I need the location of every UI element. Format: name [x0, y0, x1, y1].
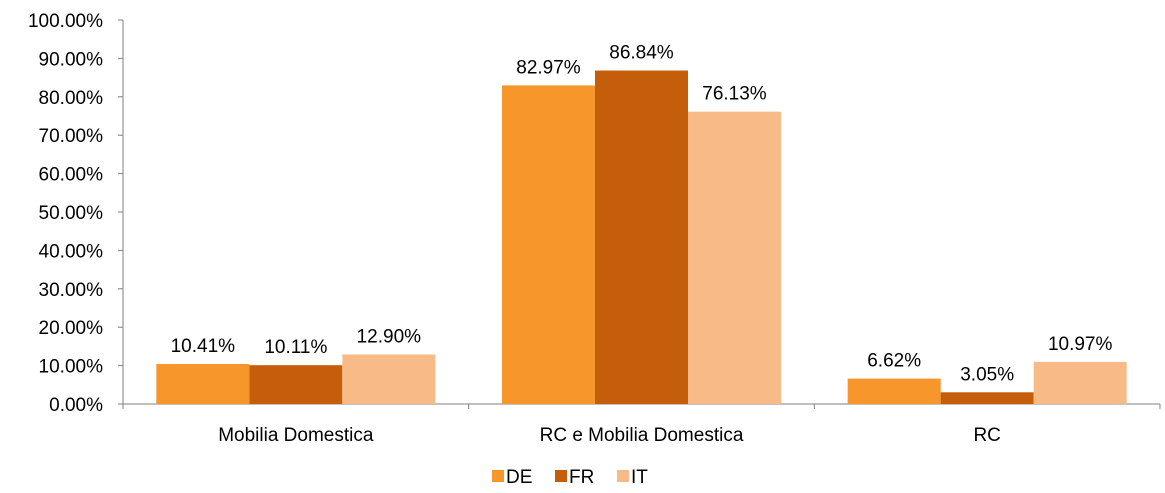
data-label: 3.05%: [960, 364, 1014, 385]
y-tick-label: 10.00%: [39, 357, 104, 378]
bar-fr: [595, 70, 688, 405]
bar-de: [847, 378, 941, 404]
data-labels: 10.41% 10.11% 12.90% 82.97% 86.84% 76.13% 6.62…: [171, 43, 1113, 386]
bar-fr: [249, 365, 343, 404]
y-tick-label: 30.00%: [39, 280, 104, 301]
bar-it: [688, 111, 781, 404]
legend-label: IT: [631, 467, 648, 488]
data-label: 6.62%: [867, 351, 921, 372]
bar-de: [502, 85, 595, 404]
y-tick-label: 100.00%: [28, 11, 103, 32]
y-tick-label: 0.00%: [49, 395, 103, 416]
y-tick-label: 20.00%: [39, 318, 104, 339]
bar-it: [1033, 361, 1127, 404]
data-label: 76.13%: [702, 84, 767, 105]
y-tick-label: 90.00%: [39, 49, 104, 70]
data-label: 86.84%: [609, 43, 674, 64]
legend-label: FR: [569, 467, 594, 488]
bars: [156, 70, 1127, 405]
legend: DE FR IT: [492, 467, 648, 488]
y-tick-label: 40.00%: [39, 241, 104, 262]
data-label: 10.41%: [171, 336, 236, 357]
x-category-label: RC: [973, 425, 1000, 446]
bar-it: [342, 354, 436, 404]
data-label: 10.97%: [1048, 334, 1113, 355]
legend-swatch-fr: [555, 470, 567, 482]
legend-swatch-de: [492, 470, 504, 482]
y-tick-label: 70.00%: [39, 126, 104, 147]
bar-fr: [940, 392, 1034, 404]
x-category-label: Mobilia Domestica: [218, 425, 374, 446]
y-tick-label: 60.00%: [39, 165, 104, 186]
x-axis: Mobilia Domestica RC e Mobilia Domestica R…: [122, 403, 1161, 446]
y-tick-label: 50.00%: [39, 203, 104, 224]
bar-de: [156, 364, 250, 404]
y-tick-label: 80.00%: [39, 88, 104, 109]
data-label: 10.11%: [264, 337, 327, 358]
y-axis: 0.00% 10.00% 20.00% 30.00% 40.00% 50.00% 60.00…: [28, 11, 124, 416]
data-label: 12.90%: [357, 326, 422, 347]
data-label: 82.97%: [516, 57, 581, 78]
legend-swatch-it: [617, 470, 629, 482]
x-category-label: RC e Mobilia Domestica: [540, 425, 744, 446]
legend-label: DE: [506, 467, 532, 488]
